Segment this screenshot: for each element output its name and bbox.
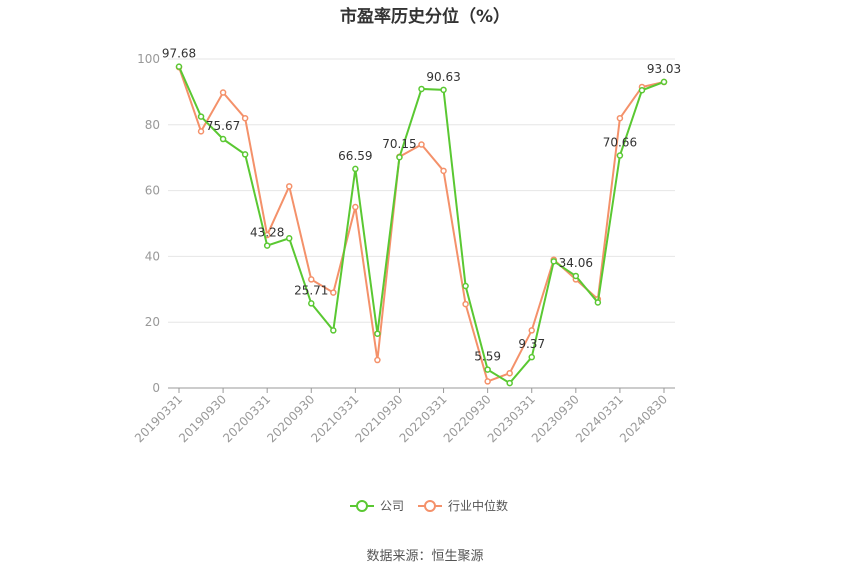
data-point — [219, 89, 227, 96]
data-point — [418, 85, 425, 93]
data-label: 90.63 — [426, 70, 460, 84]
data-point — [241, 151, 249, 158]
data-point — [594, 299, 602, 306]
data-point — [285, 235, 293, 242]
data-point — [308, 276, 315, 283]
data-label: 34.06 — [559, 256, 593, 270]
data-point — [572, 272, 580, 280]
data-point — [462, 282, 469, 290]
data-point — [352, 203, 359, 211]
y-tick-label: 40 — [145, 249, 160, 263]
data-point — [506, 379, 513, 387]
data-point — [418, 141, 425, 148]
data-label: 25.71 — [294, 283, 328, 297]
data-source: 数据来源：恒生聚源 — [366, 549, 484, 564]
y-tick-label: 0 — [152, 381, 160, 395]
data-point — [352, 165, 359, 173]
data-point — [616, 152, 624, 159]
data-point — [660, 78, 668, 86]
data-point — [462, 300, 469, 308]
data-point — [330, 289, 337, 296]
data-point — [440, 167, 447, 175]
data-point — [263, 242, 271, 249]
data-point — [219, 135, 227, 143]
y-tick-label: 100 — [137, 52, 160, 66]
data-point — [374, 330, 381, 337]
y-tick-label: 20 — [145, 315, 160, 329]
data-point — [638, 87, 646, 94]
data-point — [484, 378, 491, 385]
chart-title: 市盈率历史分位（%） — [339, 7, 511, 27]
data-point — [440, 86, 447, 94]
legend-marker-industry — [424, 500, 436, 512]
data-label: 75.67 — [206, 119, 240, 133]
data-label: 66.59 — [338, 149, 372, 163]
data-point — [241, 114, 249, 122]
legend-marker-company — [356, 500, 368, 512]
data-label: 70.15 — [382, 137, 416, 151]
legend-label-industry: 行业中位数 — [448, 498, 508, 513]
data-point — [506, 369, 513, 377]
data-point — [528, 327, 535, 334]
data-point — [197, 128, 205, 135]
legend-label-company: 公司 — [380, 499, 404, 513]
data-point — [396, 153, 403, 161]
series-line-industry — [178, 66, 665, 383]
data-label: 5.59 — [474, 350, 501, 364]
data-point — [484, 366, 491, 373]
data-point — [285, 183, 293, 190]
data-label: 9.37 — [518, 337, 545, 351]
data-point — [616, 114, 624, 122]
y-tick-label: 60 — [145, 184, 160, 198]
data-point — [550, 258, 558, 265]
data-point — [175, 63, 183, 70]
data-label: 43.28 — [250, 226, 284, 240]
data-label: 93.03 — [647, 62, 681, 76]
y-tick-label: 80 — [145, 118, 160, 132]
data-point — [197, 113, 205, 120]
data-point — [528, 353, 535, 361]
data-label: 97.68 — [162, 47, 196, 61]
data-point — [308, 300, 315, 307]
x-tick-label: 20240830 — [617, 392, 670, 445]
data-label: 70.66 — [603, 136, 637, 150]
data-point — [374, 356, 381, 364]
data-point — [330, 327, 337, 334]
